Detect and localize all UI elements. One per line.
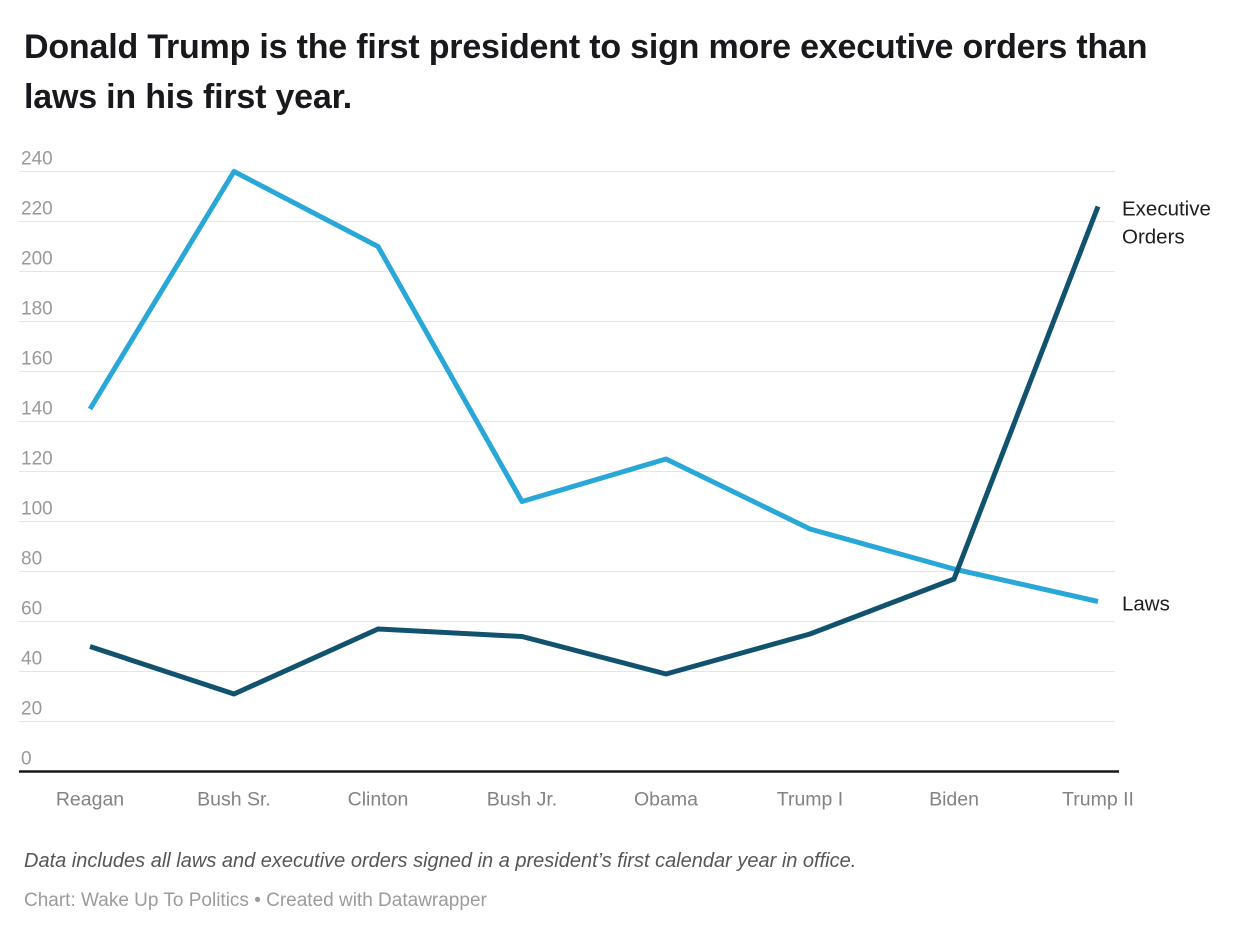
x-tick-label: Bush Sr. <box>197 789 271 811</box>
x-tick-label: Clinton <box>348 789 409 811</box>
chart-title: Donald Trump is the first president to s… <box>24 28 1148 116</box>
executive-orders-line[interactable] <box>89 205 1101 697</box>
x-tick-label: Trump I <box>777 789 843 811</box>
y-tick-label: 100 <box>21 499 53 520</box>
x-tick-label: Trump II <box>1062 789 1134 811</box>
executive-orders-label: Executive Orders <box>1122 198 1211 249</box>
y-tick-label: 120 <box>21 449 53 470</box>
chart-canvas: 0 20 40 60 80 100 120 140 160 180 200 220 240 Reagan B… <box>19 149 1211 811</box>
y-tick-label: 0 <box>21 749 32 770</box>
y-tick-label: 200 <box>21 249 53 270</box>
y-tick-label: 40 <box>21 649 42 670</box>
laws-label: Laws <box>1122 593 1170 616</box>
y-tick-label: 160 <box>21 349 53 370</box>
x-tick-label: Biden <box>929 789 979 811</box>
y-tick-label: 240 <box>21 149 53 170</box>
y-tick-label: 60 <box>21 599 42 620</box>
y-tick-label: 20 <box>21 699 42 720</box>
laws-line[interactable] <box>87 169 1099 604</box>
x-tick-label: Reagan <box>56 789 124 811</box>
x-tick-label: Bush Jr. <box>487 789 557 811</box>
footnote: Data includes all laws and executive ord… <box>24 850 857 872</box>
y-tick-label: 80 <box>21 549 42 570</box>
y-tick-label: 140 <box>21 399 53 420</box>
attribution: Chart: Wake Up To Politics • Created wit… <box>24 890 487 911</box>
y-tick-label: 180 <box>21 299 53 320</box>
x-tick-label: Obama <box>634 789 698 811</box>
y-tick-label: 220 <box>21 199 53 220</box>
